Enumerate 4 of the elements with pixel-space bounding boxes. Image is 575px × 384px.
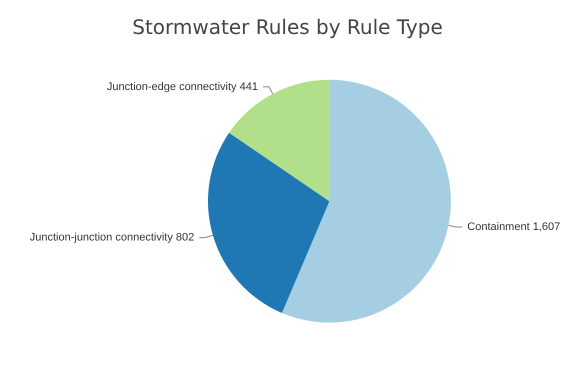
slice-label: Containment 1,607: [467, 220, 560, 233]
chart-title: Stormwater Rules by Rule Type: [132, 15, 443, 39]
slice-label: Junction-junction connectivity 802: [30, 232, 194, 244]
slice-label: Junction-edge connectivity 441: [106, 80, 258, 93]
